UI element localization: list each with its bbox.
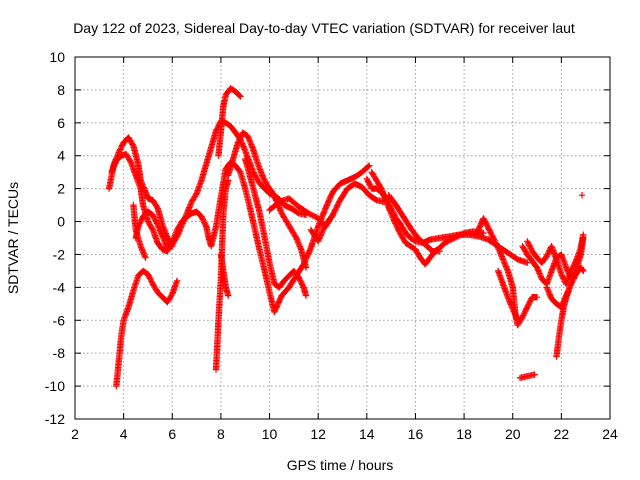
y-tick-label: 6: [57, 115, 65, 131]
x-tick-label: 12: [310, 426, 326, 442]
x-tick-label: 18: [456, 426, 472, 442]
x-tick-label: 20: [505, 426, 521, 442]
y-tick-label: -6: [53, 312, 66, 328]
y-tick-label: 4: [57, 148, 65, 164]
series-trace-r: [516, 371, 538, 382]
series-trace-q: [494, 267, 521, 324]
series-trace-t: [524, 231, 587, 288]
data-markers: [105, 85, 587, 390]
data-point-markers: [130, 201, 149, 261]
y-tick-label: -8: [53, 345, 66, 361]
x-tick-label: 8: [217, 426, 225, 442]
x-tick-label: 4: [120, 426, 128, 442]
data-point-markers: [524, 231, 587, 288]
y-tick-label: -10: [45, 378, 65, 394]
data-point-markers: [307, 211, 336, 245]
series-trace-v: [553, 287, 572, 360]
series-trace-c: [113, 267, 181, 390]
y-tick-label: 10: [49, 49, 65, 65]
x-tick-label: 24: [602, 426, 618, 442]
series-trace-o: [385, 192, 443, 255]
y-tick-label: -2: [53, 246, 66, 262]
x-tick-label: 16: [408, 426, 424, 442]
data-point-markers: [225, 129, 310, 271]
x-tick-label: 22: [554, 426, 570, 442]
x-tick-label: 6: [168, 426, 176, 442]
data-point-markers: [217, 251, 232, 299]
y-tick-label: 0: [57, 214, 65, 230]
x-tick-label: 10: [262, 426, 278, 442]
data-point-markers: [494, 267, 521, 324]
data-point-markers: [242, 155, 310, 299]
data-point-markers: [553, 287, 572, 360]
y-tick-label: -4: [53, 279, 66, 295]
series-trace-l: [307, 211, 336, 245]
y-axis-label: SDTVAR / TECUs: [5, 182, 21, 294]
data-point-markers: [578, 192, 586, 199]
y-tick-label: 8: [57, 82, 65, 98]
y-tick-label: 2: [57, 181, 65, 197]
series-trace-e: [130, 201, 149, 261]
series-trace-g: [217, 251, 232, 299]
series-trace-j: [242, 155, 310, 299]
plot-frame: [74, 56, 611, 420]
series-trace-i: [225, 129, 310, 271]
data-point-markers: [215, 85, 244, 159]
tick-labels: 2 4 6 8 10 12 14 16 18 20 22 24-12-10-8-6-4-2024681…: [45, 49, 618, 442]
data-point-markers: [113, 267, 181, 390]
series-trace-w: [578, 192, 586, 199]
data-point-markers: [385, 192, 443, 255]
x-tick-label: 14: [359, 426, 375, 442]
data-point-markers: [516, 371, 538, 382]
y-tick-label: -12: [45, 411, 65, 427]
x-tick-label: 2: [71, 426, 79, 442]
x-axis-label: GPS time / hours: [287, 457, 394, 473]
chart-title: Day 122 of 2023, Sidereal Day-to-day VTE…: [73, 20, 575, 36]
series-trace-h: [215, 85, 244, 159]
